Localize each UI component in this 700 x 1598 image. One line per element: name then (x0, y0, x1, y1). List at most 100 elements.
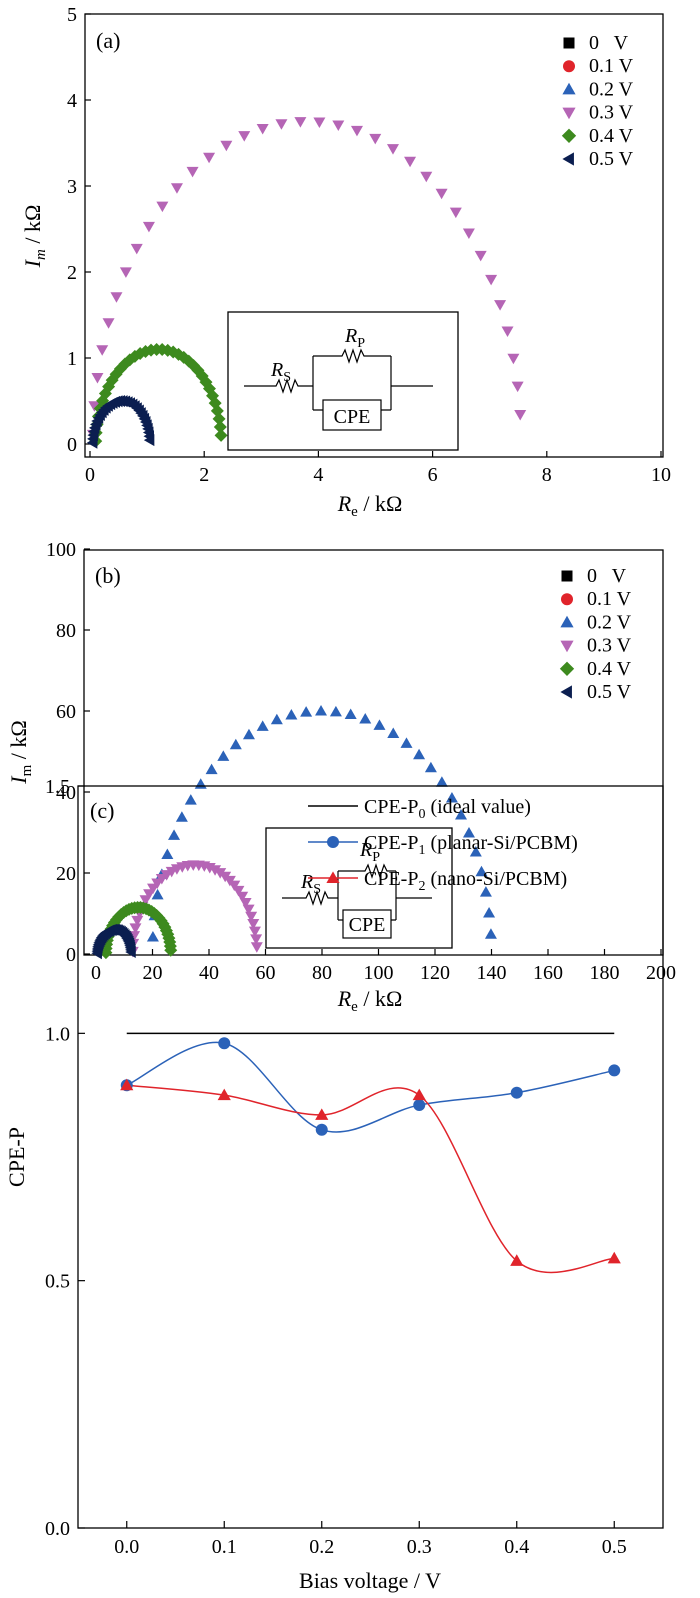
data-point-triangle-up (217, 750, 230, 761)
panel-label-c: (c) (90, 798, 114, 823)
data-point-triangle-up (483, 907, 496, 918)
data-point-triangle-up (400, 737, 413, 748)
legend-marker-triangle-up (560, 615, 574, 628)
data-point-triangle-up (161, 848, 174, 860)
data-point-triangle-down (130, 243, 143, 255)
y-tick-label: 0 (67, 434, 77, 456)
data-point-triangle-up (373, 719, 386, 730)
data-point-triangle-down (102, 318, 115, 329)
data-point-triangle-down (242, 904, 255, 916)
x-tick-label: 0 (85, 464, 95, 486)
legend-label: 0.5 V (589, 148, 634, 170)
rp-label-a: RP (344, 325, 365, 351)
y-tick-label: 20 (56, 863, 76, 885)
x-tick-label: 8 (542, 464, 552, 486)
y-tick-label: 3 (67, 176, 77, 198)
data-point-triangle-down (88, 401, 101, 412)
data-point-diamond (213, 420, 227, 434)
legend-marker-square (561, 570, 573, 582)
x-tick-label: 0.0 (114, 1536, 139, 1558)
data-point-triangle-down (507, 353, 520, 365)
x-axis-label-c: Bias voltage / V (299, 1568, 441, 1593)
equivalent-circuit-inset-b: RS RP CPE (265, 827, 453, 949)
legend-marker-square (563, 37, 575, 49)
rs-label-a: RS (270, 359, 291, 385)
data-point-triangle-down (350, 125, 363, 137)
data-point-triangle-down (156, 201, 169, 213)
legend-marker-diamond (559, 661, 575, 676)
series-line-1 (126, 1041, 615, 1133)
legend-marker-circle (561, 593, 573, 606)
data-point-triangle-down (435, 188, 448, 200)
legend-label: 0 V (587, 565, 627, 587)
legend-marker-triangle-up (326, 871, 340, 883)
data-point-triangle-up (120, 1078, 134, 1091)
data-point-triangle-up (229, 738, 242, 750)
legend-label: 0.3 V (589, 102, 634, 124)
legend-label: 0.1 V (587, 588, 632, 610)
data-points-c (120, 1037, 621, 1266)
data-point-diamond (164, 943, 178, 957)
x-tick-label: 20 (143, 962, 163, 984)
data-point-triangle-down (110, 292, 123, 303)
data-point-triangle-down (209, 865, 222, 876)
data-point-triangle-down (91, 373, 104, 384)
legend-marker-circle (563, 60, 575, 73)
data-point-diamond (212, 412, 226, 426)
data-point-triangle-down (119, 267, 132, 278)
y-tick-label: 2 (67, 262, 77, 284)
data-point-diamond (214, 428, 228, 442)
y-tick-label: 4 (67, 90, 77, 112)
legend-a: 0 V0.1 V0.2 V0.3 V0.4 V0.5 V (561, 32, 634, 170)
series-lines-c (126, 1032, 615, 1274)
legend-label: 0.5 V (587, 681, 632, 703)
data-point-triangle-up (435, 776, 448, 787)
data-point-triangle-up (344, 708, 357, 720)
plot-frame-b (83, 549, 664, 956)
data-point-triangle-up (479, 886, 492, 897)
x-tick-label: 0.5 (602, 1536, 627, 1558)
x-axis-label-b: Re / kΩ (337, 986, 403, 1015)
equivalent-circuit-inset-a: RS RP CPE (227, 311, 459, 451)
y-tick-label: 1.5 (45, 776, 70, 798)
data-point-triangle-up (484, 928, 497, 939)
data-point-triangle-up (300, 706, 313, 717)
x-tick-label: 6 (428, 464, 438, 486)
data-point-triangle-down (236, 891, 249, 903)
plot-frame-c (77, 785, 664, 1529)
x-tick-label: 2 (199, 464, 209, 486)
legend-label: 0.2 V (589, 78, 634, 100)
axis-ticks-c: 0.0 0.1 0.2 0.3 0.4 0.5 0.0 0.5 1.0 1.5 (45, 776, 627, 1558)
data-point-triangle-up (445, 791, 458, 803)
legend-b: 0 V0.1 V0.2 V0.3 V0.4 V0.5 V (559, 565, 632, 703)
legend-marker-circle (327, 836, 339, 848)
data-point-triangle-up (242, 728, 255, 740)
legend-marker-triangle-left (562, 152, 574, 166)
x-tick-label: 80 (312, 962, 332, 984)
legend-label: 0.2 V (587, 611, 632, 633)
y-tick-label: 0.0 (45, 1518, 70, 1540)
data-point-triangle-down (186, 166, 199, 178)
cpe-label-a: CPE (334, 406, 371, 428)
data-point-triangle-up (359, 713, 372, 724)
data-point-circle (218, 1037, 231, 1050)
data-point-triangle-up (205, 763, 218, 775)
data-point-triangle-down (256, 123, 269, 135)
panel-label-a: (a) (96, 28, 120, 53)
rs-label-b: RS (300, 871, 321, 897)
legend-marker-diamond (561, 128, 577, 143)
legend-marker-triangle-up (562, 82, 576, 95)
y-tick-label: 60 (56, 701, 76, 723)
cpe-label-b: CPE (349, 914, 386, 936)
legend-marker-triangle-down (560, 640, 574, 653)
data-point-triangle-up (387, 727, 400, 739)
x-tick-label: 4 (313, 464, 323, 486)
data-point-triangle-down (514, 410, 527, 421)
x-tick-label: 140 (477, 962, 507, 984)
legend-label: 0.3 V (587, 635, 632, 657)
data-point-triangle-up (184, 794, 197, 805)
data-point-triangle-left (143, 434, 155, 447)
data-point-triangle-down (420, 171, 433, 183)
axis-ticks-a: 0 2 4 6 8 10 0 1 2 3 4 5 (67, 4, 671, 486)
chart-panel-a: (a) 0 2 4 6 8 10 0 1 2 3 4 5 0 V0.1 V0.2 V0.3 V0.4 … (20, 4, 671, 520)
